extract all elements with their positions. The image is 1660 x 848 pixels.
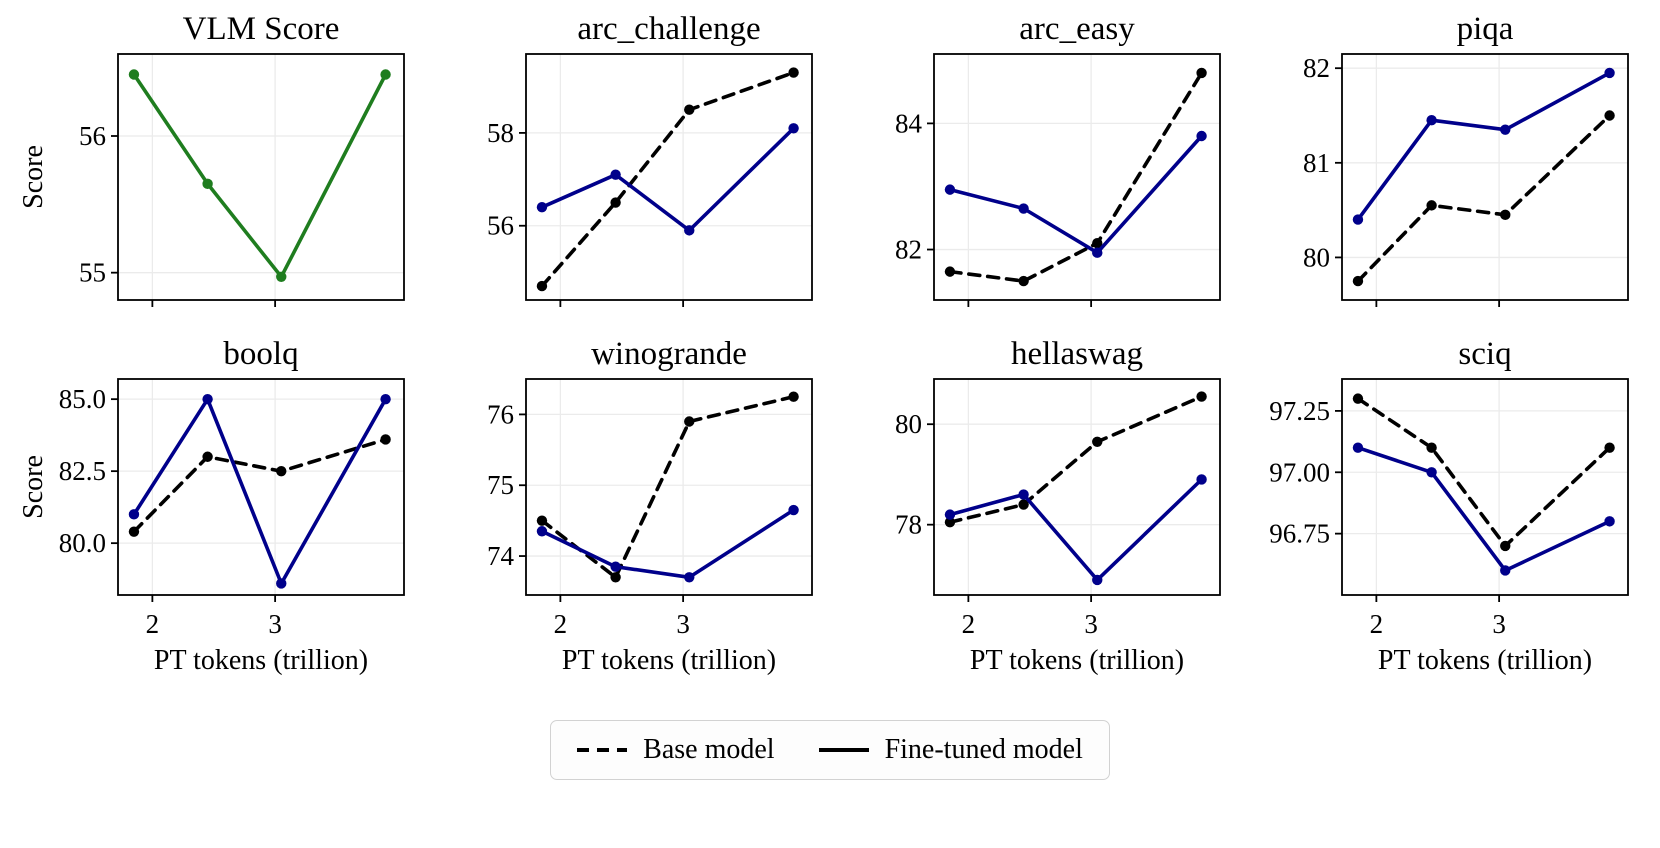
svg-text:82.5: 82.5: [59, 456, 106, 486]
svg-text:hellaswag: hellaswag: [1011, 336, 1143, 372]
svg-text:2: 2: [146, 609, 160, 639]
chart-svg-sciq: 2 3 96.75 97.00 97.25 sciq PT tokens (trillion…: [1269, 336, 1629, 676]
subplot-arc-challenge: 56 58 arc_challenge: [426, 8, 826, 319]
subplot-boolq: 2 3 80.0 82.5 85.0 boolq Score PT tokens (trill…: [18, 333, 418, 686]
svg-text:boolq: boolq: [223, 336, 298, 372]
svg-text:56: 56: [487, 211, 514, 241]
subplot-winogrande: 2 3 74 75 76 winogrande PT tokens (trillion): [426, 333, 826, 686]
svg-text:55: 55: [79, 258, 106, 288]
svg-text:PT tokens (trillion): PT tokens (trillion): [154, 645, 368, 676]
svg-text:arc_easy: arc_easy: [1019, 11, 1135, 47]
svg-text:3: 3: [1084, 609, 1098, 639]
svg-text:58: 58: [487, 118, 514, 148]
legend: Base model Fine-tuned model: [550, 720, 1110, 780]
svg-text:2: 2: [962, 609, 976, 639]
svg-text:97.00: 97.00: [1269, 457, 1330, 487]
svg-text:78: 78: [895, 510, 922, 540]
svg-text:Score: Score: [18, 145, 49, 209]
svg-text:3: 3: [268, 609, 282, 639]
svg-text:74: 74: [487, 541, 515, 571]
svg-text:3: 3: [1492, 609, 1506, 639]
chart-svg-arc-challenge: 56 58 arc_challenge: [487, 11, 813, 307]
svg-text:82: 82: [1303, 53, 1330, 83]
chart-svg-vlm-score: 55 56 VLM Score Score: [18, 11, 405, 307]
svg-text:85.0: 85.0: [59, 384, 106, 414]
svg-text:96.75: 96.75: [1269, 519, 1330, 549]
legend-label-base-model: Base model: [643, 734, 775, 765]
chart-svg-winogrande: 2 3 74 75 76 winogrande PT tokens (trillion): [487, 336, 813, 676]
subplot-arc-easy: 82 84 arc_easy: [834, 8, 1234, 319]
svg-text:VLM Score: VLM Score: [183, 11, 340, 47]
svg-text:winogrande: winogrande: [591, 336, 747, 372]
svg-text:PT tokens (trillion): PT tokens (trillion): [562, 645, 776, 676]
legend-label-fine-tuned-model: Fine-tuned model: [884, 734, 1083, 765]
svg-text:80: 80: [895, 409, 922, 439]
svg-text:PT tokens (trillion): PT tokens (trillion): [1378, 645, 1592, 676]
subplot-piqa: 80 81 82 piqa: [1242, 8, 1642, 319]
svg-text:piqa: piqa: [1457, 11, 1514, 47]
svg-text:76: 76: [487, 399, 514, 429]
chart-svg-hellaswag: 2 3 78 80 hellaswag PT tokens (trillion): [895, 336, 1221, 676]
svg-text:Score: Score: [18, 455, 49, 519]
svg-text:81: 81: [1303, 148, 1330, 178]
svg-text:sciq: sciq: [1458, 336, 1511, 372]
chart-svg-piqa: 80 81 82 piqa: [1303, 11, 1629, 307]
legend-row: Base model Fine-tuned model: [0, 720, 1660, 780]
svg-text:82: 82: [895, 235, 922, 265]
svg-text:97.25: 97.25: [1269, 396, 1330, 426]
solid-line-icon: [818, 748, 869, 752]
subplot-sciq: 2 3 96.75 97.00 97.25 sciq PT tokens (trillion…: [1242, 333, 1642, 686]
svg-text:75: 75: [487, 470, 514, 500]
chart-svg-boolq: 2 3 80.0 82.5 85.0 boolq Score PT tokens (trill…: [18, 336, 405, 676]
chart-svg-arc-easy: 82 84 arc_easy: [895, 11, 1221, 307]
dashed-line-icon: [577, 748, 628, 752]
legend-item-fine-tuned-model: Fine-tuned model: [818, 734, 1083, 766]
svg-text:2: 2: [554, 609, 568, 639]
svg-text:56: 56: [79, 121, 106, 151]
legend-item-base-model: Base model: [577, 734, 775, 766]
svg-text:PT tokens (trillion): PT tokens (trillion): [970, 645, 1184, 676]
svg-text:80.0: 80.0: [59, 528, 106, 558]
subplot-vlm-score: 55 56 VLM Score Score: [18, 8, 418, 319]
subplot-hellaswag: 2 3 78 80 hellaswag PT tokens (trillion): [834, 333, 1234, 686]
svg-text:80: 80: [1303, 242, 1330, 272]
svg-text:3: 3: [676, 609, 690, 639]
svg-text:arc_challenge: arc_challenge: [577, 11, 760, 47]
svg-text:2: 2: [1370, 609, 1384, 639]
chart-grid: 55 56 VLM Score Score 56 58 arc_challenge 82 84 a…: [18, 8, 1642, 686]
svg-text:84: 84: [895, 108, 923, 138]
